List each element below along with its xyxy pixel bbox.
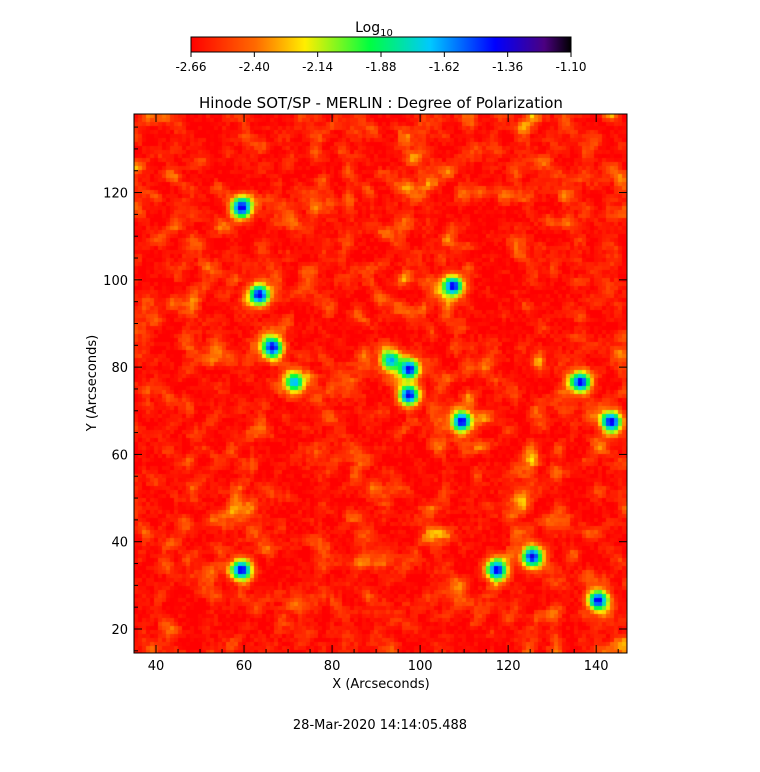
y-axis-label: Y (Arcseconds) — [85, 335, 100, 432]
colorbar-tick-label: -2.66 — [175, 60, 206, 74]
heatmap-image — [134, 114, 627, 653]
timestamp: 28-Mar-2020 14:14:05.488 — [293, 718, 467, 733]
y-tick-label: 100 — [103, 274, 128, 289]
colorbar-ticks: -2.66 -2.40 -2.14 -1.88 -1.62 -1.36 -1.10 — [175, 52, 587, 74]
chart-title: Hinode SOT/SP - MERLIN : Degree of Polar… — [199, 94, 563, 112]
y-axis: 20 40 60 80 100 120 — [103, 126, 627, 652]
x-axis: 40 60 80 100 120 140 — [133, 114, 619, 674]
y-tick-label: 20 — [111, 623, 128, 638]
colorbar-tick-label: -2.14 — [302, 60, 333, 74]
x-tick-label: 140 — [584, 659, 609, 674]
x-tick-label: 60 — [236, 659, 253, 674]
x-axis-label: X (Arcseconds) — [332, 677, 429, 692]
colorbar-tick-label: -2.40 — [239, 60, 270, 74]
x-tick-label: 100 — [408, 659, 433, 674]
colorbar-tick-label: -1.62 — [429, 60, 460, 74]
y-tick-label: 40 — [111, 536, 128, 551]
x-tick-label: 80 — [324, 659, 341, 674]
colorbar-tick-label: -1.36 — [492, 60, 523, 74]
x-tick-label: 40 — [148, 659, 165, 674]
colorbar-tick-label: -1.10 — [555, 60, 586, 74]
x-tick-label: 120 — [496, 659, 521, 674]
colorbar-tick-label: -1.88 — [365, 60, 396, 74]
colorbar-title: Log10 — [355, 20, 393, 39]
y-tick-label: 120 — [103, 187, 128, 202]
y-tick-label: 60 — [111, 448, 128, 463]
heatmap-raster — [134, 114, 627, 653]
y-tick-label: 80 — [111, 361, 128, 376]
plot-frame — [133, 113, 628, 654]
colorbar — [190, 36, 572, 53]
